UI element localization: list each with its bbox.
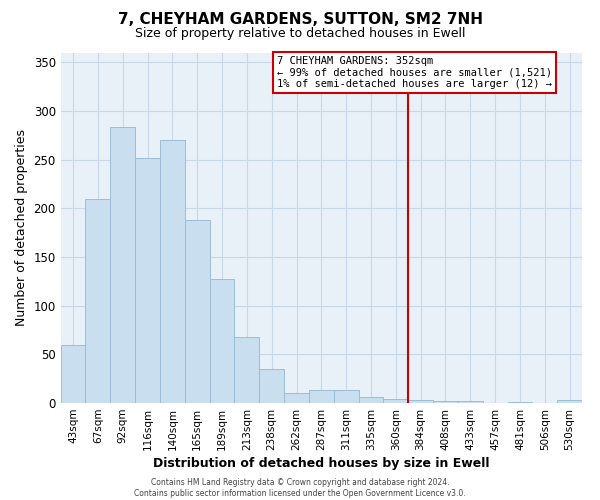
Bar <box>160 140 185 403</box>
Bar <box>209 280 235 403</box>
Bar <box>284 394 309 403</box>
Bar <box>334 390 359 403</box>
Bar <box>383 399 408 403</box>
Bar <box>309 390 334 403</box>
Text: 7 CHEYHAM GARDENS: 352sqm
← 99% of detached houses are smaller (1,521)
1% of sem: 7 CHEYHAM GARDENS: 352sqm ← 99% of detac… <box>277 56 552 89</box>
Bar <box>85 198 110 403</box>
Bar <box>557 400 582 403</box>
Bar <box>408 400 433 403</box>
Bar <box>359 397 383 403</box>
Bar <box>235 337 259 403</box>
Bar <box>135 158 160 403</box>
Y-axis label: Number of detached properties: Number of detached properties <box>15 130 28 326</box>
Bar <box>458 401 483 403</box>
Bar <box>508 402 532 403</box>
Bar <box>110 128 135 403</box>
Bar <box>185 220 209 403</box>
Text: Size of property relative to detached houses in Ewell: Size of property relative to detached ho… <box>135 28 465 40</box>
Bar <box>61 344 85 403</box>
Text: Contains HM Land Registry data © Crown copyright and database right 2024.
Contai: Contains HM Land Registry data © Crown c… <box>134 478 466 498</box>
Text: 7, CHEYHAM GARDENS, SUTTON, SM2 7NH: 7, CHEYHAM GARDENS, SUTTON, SM2 7NH <box>118 12 482 28</box>
Bar <box>259 369 284 403</box>
Bar <box>433 401 458 403</box>
X-axis label: Distribution of detached houses by size in Ewell: Distribution of detached houses by size … <box>153 457 490 470</box>
